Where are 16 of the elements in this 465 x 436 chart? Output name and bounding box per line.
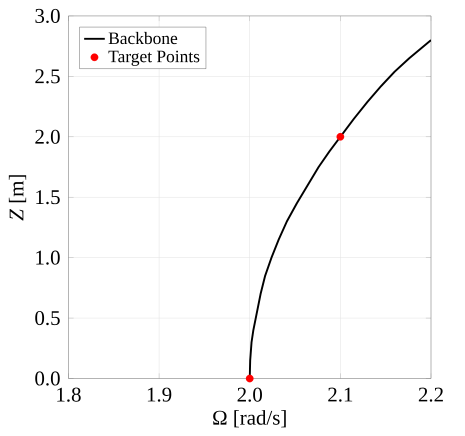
y-tick-label: 2.5 [35, 69, 60, 84]
y-tick-label: 1.5 [36, 190, 60, 204]
x-tick-label: 2.2 [418, 387, 443, 402]
x-tick-label: 1.9 [148, 387, 172, 402]
y-axis-title: Z [m] [8, 175, 26, 220]
y-tick-label: 2.0 [35, 130, 60, 144]
y-tick-label: 0.0 [35, 371, 60, 386]
y-tick-label: 3.0 [35, 8, 60, 23]
y-tick-label: 1.0 [36, 250, 60, 265]
legend-label: Backbone [108, 32, 178, 44]
y-tick-label: 0.5 [35, 310, 60, 326]
x-axis-title: Ω [rad/s] [213, 410, 286, 428]
x-tick-label: 1.8 [57, 387, 81, 402]
legend-label: Target Points [108, 50, 200, 66]
x-tick-label: 2.1 [328, 387, 352, 402]
x-tick-label: 2.0 [238, 387, 262, 402]
